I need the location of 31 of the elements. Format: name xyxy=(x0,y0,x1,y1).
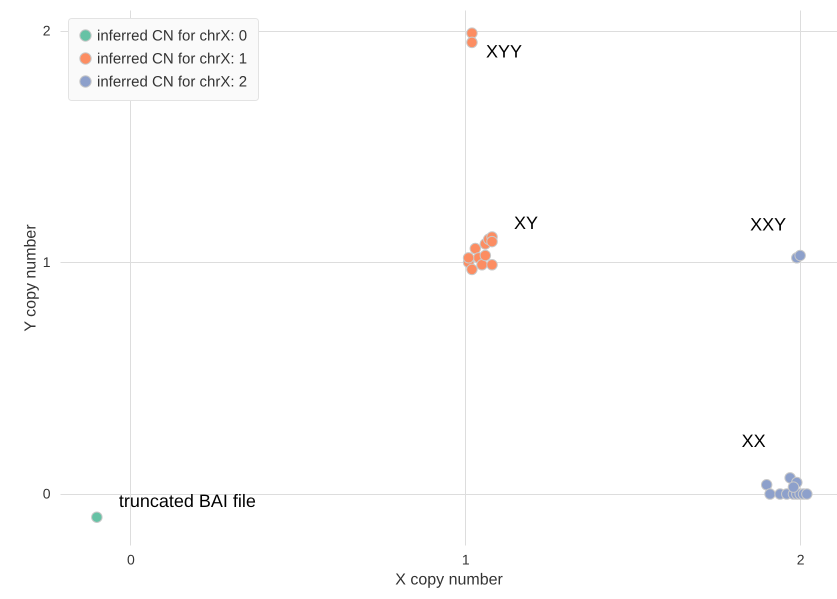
x-tick-label: 1 xyxy=(462,552,470,568)
annotation: XY xyxy=(514,212,538,233)
point xyxy=(476,259,488,270)
y-tick-label: 2 xyxy=(42,22,51,38)
annotation: XYY xyxy=(486,41,522,62)
y-tick-label: 1 xyxy=(42,254,51,270)
point xyxy=(486,259,498,270)
x-tick-label: 0 xyxy=(126,552,135,568)
legend-label: inferred CN for chrX: 1 xyxy=(97,50,248,68)
y-axis-title: Y copy number xyxy=(22,224,40,332)
annotation: XX xyxy=(742,430,766,451)
point xyxy=(466,264,478,276)
point xyxy=(470,242,482,254)
point xyxy=(794,250,806,262)
y-tick-label: 0 xyxy=(42,486,51,502)
x-tick-label: 2 xyxy=(796,552,805,568)
legend-label: inferred CN for chrX: 2 xyxy=(97,74,248,90)
legend-label: inferred CN for chrX: 0 xyxy=(97,28,248,44)
point xyxy=(764,488,776,500)
point xyxy=(466,36,478,48)
point xyxy=(480,250,492,262)
point xyxy=(486,236,498,248)
point xyxy=(760,479,772,491)
point xyxy=(466,27,478,39)
annotation: XXY xyxy=(750,214,786,234)
annotation: truncated BAI file xyxy=(118,491,256,512)
point xyxy=(462,252,474,264)
point xyxy=(788,481,800,493)
x-axis-title: X copy number xyxy=(395,572,504,588)
point xyxy=(801,488,813,500)
point xyxy=(91,511,103,523)
